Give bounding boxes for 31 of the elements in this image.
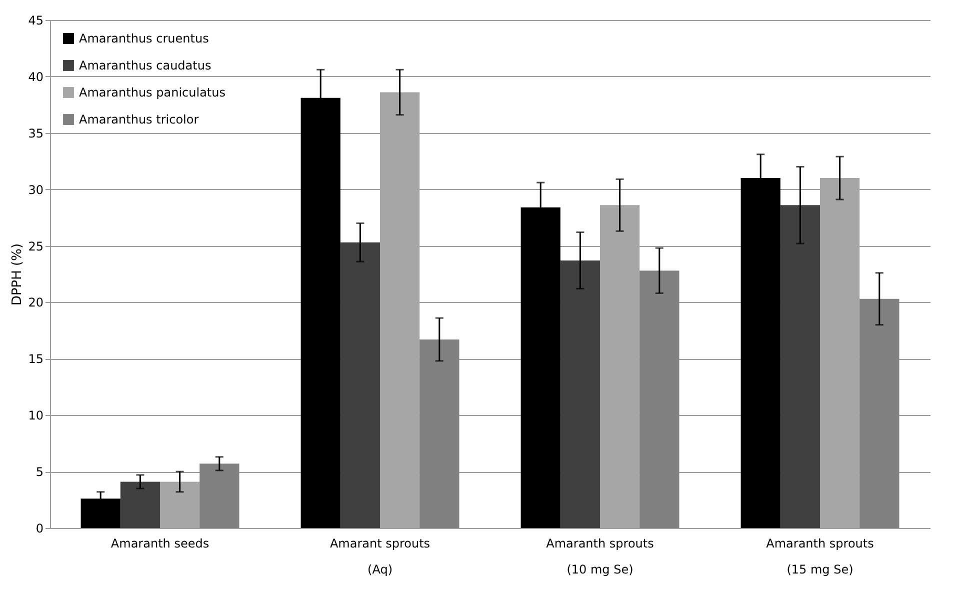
x-tick-label: Amarant sprouts (Aq) [330, 536, 430, 576]
y-tick-label: 15 [28, 352, 44, 366]
bar [780, 205, 820, 528]
y-tick-label: 10 [28, 408, 44, 423]
bar [860, 298, 900, 528]
bar [380, 92, 420, 528]
y-tick-label: 5 [36, 465, 44, 480]
y-tick-label: 45 [28, 14, 44, 28]
y-tick-label: 25 [28, 239, 44, 254]
bar [340, 242, 380, 528]
x-tick-label: Amaranth sprouts (15 mg Se) [766, 536, 874, 576]
legend-label: Amaranthus cruentus [79, 32, 209, 46]
bar [420, 339, 460, 528]
y-axis-title: DPPH (%) [10, 243, 26, 306]
bar [120, 482, 160, 528]
y-tick-label: 40 [28, 70, 44, 84]
legend-label: Amaranthus paniculatus [79, 86, 226, 100]
bar [160, 482, 200, 528]
y-tick-label: 0 [36, 522, 44, 536]
x-tick-label: Amaranth seeds [110, 536, 210, 550]
y-tick-label: 20 [28, 296, 44, 310]
legend-label: Amaranthus tricolor [79, 112, 199, 126]
bar [200, 464, 240, 528]
bar [560, 260, 600, 528]
legend-label: Amaranthus caudatus [79, 58, 212, 72]
bar [640, 270, 680, 528]
y-tick-label: 35 [28, 126, 44, 140]
bar [820, 178, 860, 528]
bar [600, 205, 640, 528]
x-tick-label: Amaranth sprouts (10 mg Se) [546, 536, 654, 576]
y-tick-label: 30 [28, 182, 44, 197]
